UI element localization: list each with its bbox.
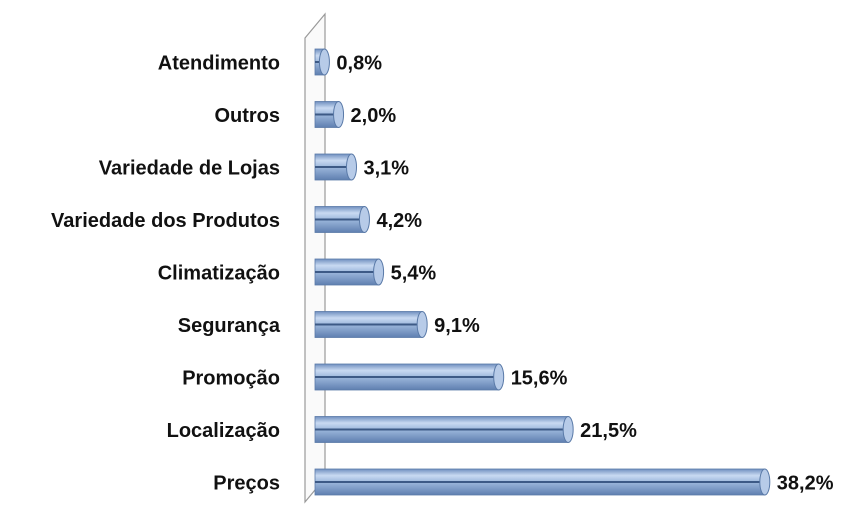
data-label: 15,6%: [511, 367, 568, 389]
y-tick-label: Variedade dos Produtos: [51, 210, 280, 232]
bar-cap: [333, 101, 345, 128]
y-tick-label: Segurança: [178, 315, 281, 337]
data-label: 5,4%: [391, 262, 437, 284]
y-tick-label: Climatização: [158, 262, 280, 284]
data-label: 2,0%: [351, 105, 397, 127]
data-label: 21,5%: [580, 420, 637, 442]
bar-cap: [759, 468, 771, 496]
y-tick-label: Preços: [213, 472, 280, 494]
y-tick-label: Variedade de Lojas: [99, 157, 280, 179]
data-label: 38,2%: [777, 472, 834, 494]
y-tick-label: Atendimento: [158, 52, 280, 74]
bar-cap: [416, 311, 428, 338]
data-label: 3,1%: [364, 157, 410, 179]
bar-cap: [493, 363, 505, 391]
data-label: 0,8%: [336, 52, 382, 74]
y-tick-label: Localização: [167, 420, 280, 442]
y-tick-label: Outros: [214, 105, 280, 127]
bar-cap: [562, 416, 574, 443]
bar-cap: [318, 48, 330, 76]
bar-cap: [373, 258, 385, 286]
bar-cap: [346, 153, 358, 181]
y-tick-label: Promoção: [182, 367, 280, 389]
data-label: 4,2%: [376, 210, 422, 232]
data-label: 9,1%: [434, 315, 480, 337]
bar-cap: [358, 206, 370, 233]
